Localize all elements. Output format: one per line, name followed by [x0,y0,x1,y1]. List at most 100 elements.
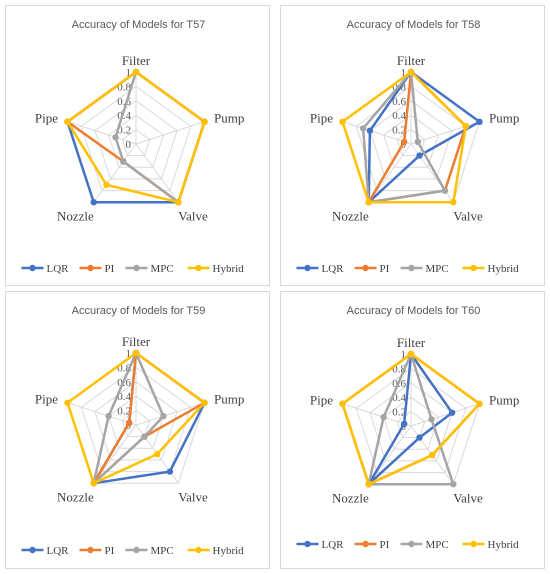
category-label-filter: Filter [122,53,151,68]
grid-ring [80,366,192,473]
chart-title: Accuracy of Models for T60 [347,305,481,317]
data-point-mpc-nozzle [120,158,127,165]
legend-swatch-marker [470,264,477,272]
legend-swatch-marker [470,540,477,548]
grid-ring [355,85,467,192]
category-label-nozzle: Nozzle [57,489,94,504]
category-label-nozzle: Nozzle [332,490,369,505]
category-label-nozzle: Nozzle [332,208,369,223]
series-lqr [365,68,483,206]
series-hybrid [339,68,469,206]
grid-spoke [135,121,205,145]
category-label-filter: Filter [122,334,151,349]
series-line-hybrid [341,352,481,486]
data-point-hybrid-valve [429,451,436,459]
legend-label: PI [105,545,115,557]
legend-swatch-marker [362,540,369,548]
legend-label: PI [105,263,115,275]
data-point-lqr-pump [476,118,483,126]
data-point-hybrid-pipe [339,118,346,126]
legend-label: Hybrid [488,539,520,551]
legend-swatch-marker [195,264,202,272]
series-line-mpc [367,352,455,486]
data-point-mpc-pump [160,412,167,420]
tick-label: 0.4 [117,391,131,403]
grid-ring [108,114,164,168]
data-point-hybrid-valve [154,450,161,458]
data-point-hybrid-filter [132,68,140,76]
legend-swatch-marker [87,546,94,554]
legend-label: Hybrid [488,263,520,275]
grid-spoke [67,121,137,145]
data-point-hybrid-pump [201,399,208,406]
tick-label: 1 [401,349,407,361]
legend-item-mpc: MPC [125,263,174,275]
category-label-nozzle: Nozzle [57,208,94,223]
chart-panel-t57: Accuracy of Models for T57 0 0.2 0.4 0.6 0.8 1… [5,5,270,286]
legend-label: MPC [426,263,449,275]
grid-spoke [67,402,137,426]
tick-label: 0.6 [392,96,406,108]
data-point-mpc-pump [414,138,421,145]
series-line-hybrid [66,351,206,485]
grid-ring [355,367,467,474]
legend-label: PI [380,263,390,275]
series-line-lqr [367,70,481,204]
data-point-hybrid-valve [175,199,182,206]
tick-label: 0.2 [392,407,406,419]
data-point-lqr-valve [416,434,423,441]
data-point-mpc-valve [450,481,457,488]
legend-item-pi: PI [79,263,115,275]
data-point-hybrid-filter [132,349,140,357]
grid-ring [121,409,151,438]
radar-grid [341,353,481,485]
category-label-pump: Pump [214,111,244,126]
tick-label: 0.4 [392,392,406,404]
chart-title: Accuracy of Models for T59 [72,305,206,317]
data-point-hybrid-pipe [339,400,346,407]
tick-label: 0.2 [392,125,406,137]
data-point-lqr-valve [416,152,423,159]
legend-swatch-marker [29,546,36,554]
category-label-valve: Valve [178,489,208,504]
grid-ring [94,100,178,180]
grid-spoke [93,143,137,203]
legend-swatch-marker [29,264,36,272]
legend-label: Hybrid [213,545,245,557]
legend-swatch-marker [304,540,311,548]
grid-ring [369,100,453,180]
chart-title: Accuracy of Models for T57 [72,19,206,31]
category-label-pipe: Pipe [310,111,333,126]
legend-item-lqr: LQR [21,263,69,275]
legend-label: LQR [322,539,345,551]
data-point-hybrid-nozzle [365,481,372,488]
data-point-mpc-valve [441,187,449,194]
data-point-hybrid-nozzle [90,480,97,487]
data-point-hybrid-pipe [64,118,71,126]
legend-label: MPC [151,263,174,275]
data-point-hybrid-nozzle [365,199,372,206]
series-hybrid [64,349,208,487]
category-label-valve: Valve [178,208,208,223]
legend-swatch-marker [133,264,140,272]
category-label-filter: Filter [397,335,426,350]
category-label-pipe: Pipe [35,111,58,126]
radar-chart: Accuracy of Models for T5900.20.40.60.81… [21,305,245,557]
data-point-lqr-valve [166,468,174,475]
legend: LQR PI MPC Hybrid [21,263,244,275]
data-point-mpc-pipe [380,413,387,421]
series-line-hybrid [66,70,206,204]
legend-label: LQR [322,263,345,275]
legend-item-lqr: LQR [21,545,69,557]
data-point-hybrid-pump [201,118,208,126]
grid-ring [396,410,426,439]
legend: LQR PI MPC Hybrid [296,263,520,275]
series-line-mpc [92,351,165,485]
data-point-hybrid-filter [407,68,415,76]
chart-panel-t59: Accuracy of Models for T59 0 0.2 0.4 0.6 0.8 1… [5,291,270,569]
grid-spoke [135,402,205,426]
legend-swatch-marker [362,264,369,272]
legend-item-lqr: LQR [296,539,345,551]
data-point-hybrid-filter [407,350,415,358]
legend-item-hybrid: Hybrid [462,539,520,551]
